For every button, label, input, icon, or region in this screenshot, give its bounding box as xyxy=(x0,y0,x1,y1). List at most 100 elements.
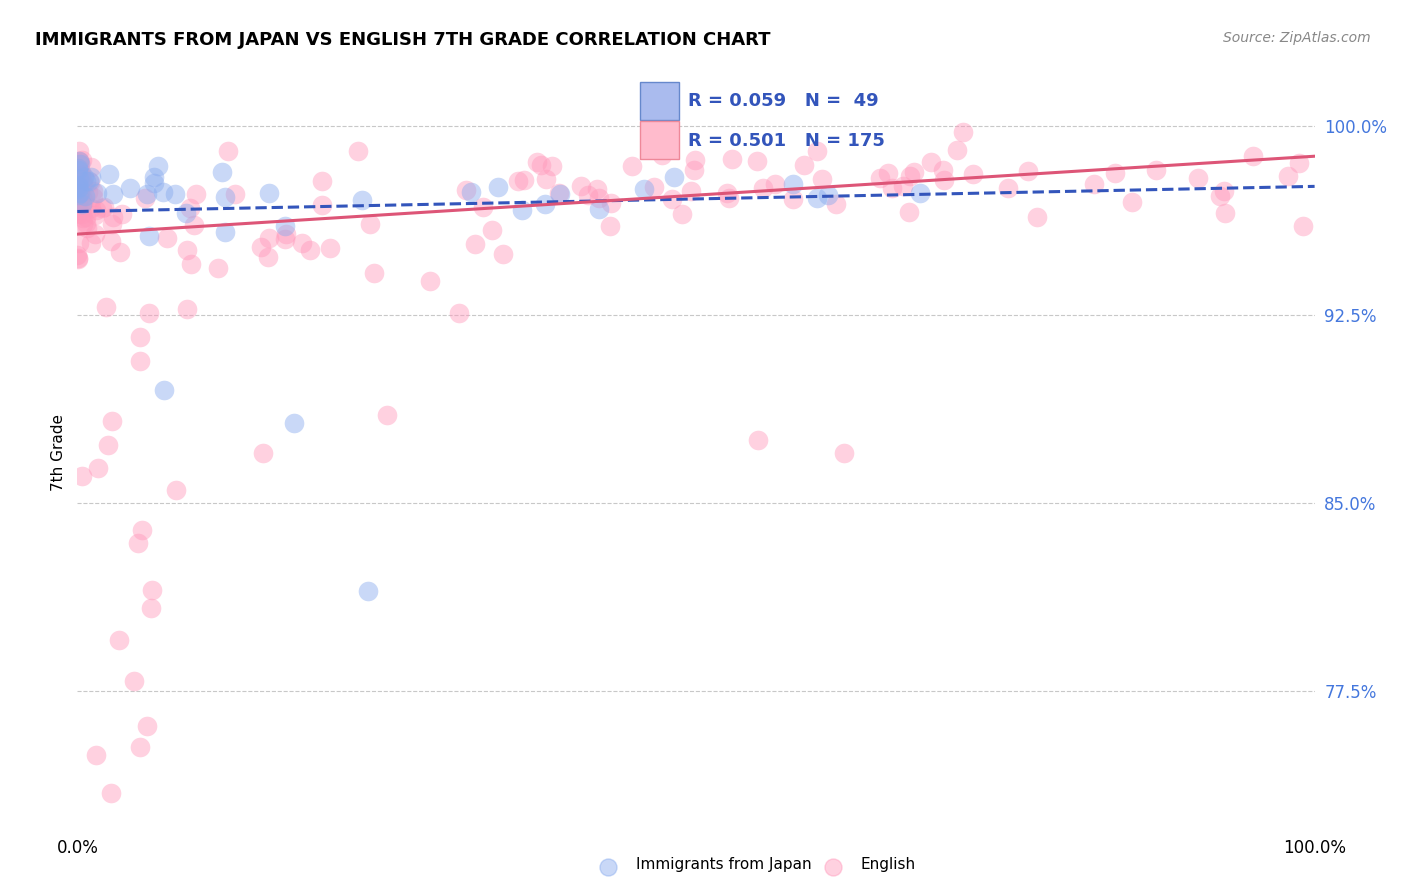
Point xyxy=(69,182,91,196)
Point xyxy=(84,203,107,218)
Point xyxy=(806,144,828,158)
Point xyxy=(662,170,685,185)
Point xyxy=(70,188,93,202)
Point xyxy=(763,178,786,192)
Point xyxy=(127,535,149,549)
Point xyxy=(506,174,529,188)
Point xyxy=(449,305,471,319)
Text: English: English xyxy=(860,857,915,871)
Point xyxy=(131,524,153,538)
Point xyxy=(679,184,702,198)
Point xyxy=(152,185,174,199)
Point xyxy=(67,235,90,250)
Point xyxy=(214,190,236,204)
Point xyxy=(66,207,89,221)
Point xyxy=(73,189,96,203)
Point xyxy=(620,159,643,173)
Point xyxy=(211,165,233,179)
Point xyxy=(128,354,150,368)
Point xyxy=(311,198,333,212)
Point xyxy=(782,192,804,206)
Point xyxy=(66,181,89,195)
Point xyxy=(541,159,564,173)
Point xyxy=(910,186,932,200)
Point xyxy=(70,168,93,182)
Point xyxy=(183,218,205,232)
Point xyxy=(69,180,91,194)
Point xyxy=(526,155,548,169)
Point xyxy=(82,190,104,204)
Point xyxy=(647,124,669,138)
Point xyxy=(66,202,89,217)
Point xyxy=(903,164,925,178)
Point xyxy=(128,329,150,343)
Point xyxy=(84,208,107,222)
Point xyxy=(67,179,90,194)
Point xyxy=(793,158,815,172)
Point xyxy=(806,190,828,204)
Point xyxy=(745,153,768,168)
Point xyxy=(67,144,90,158)
Point xyxy=(1277,169,1299,183)
Point xyxy=(77,174,100,188)
Point xyxy=(70,207,93,221)
Point xyxy=(747,433,769,447)
Point xyxy=(93,200,115,214)
Point xyxy=(66,185,89,199)
Point xyxy=(100,786,122,800)
Point xyxy=(1212,184,1234,198)
Point xyxy=(454,182,477,196)
Point xyxy=(66,247,89,261)
Point xyxy=(73,169,96,184)
Point xyxy=(534,197,557,211)
Point xyxy=(319,241,342,255)
Point xyxy=(69,157,91,171)
Point xyxy=(510,203,533,218)
Point xyxy=(84,748,107,763)
Point xyxy=(492,247,515,261)
Point xyxy=(77,186,100,200)
Point xyxy=(651,148,673,162)
Point xyxy=(717,191,740,205)
Point xyxy=(79,170,101,185)
Point xyxy=(101,211,124,225)
Point xyxy=(643,179,665,194)
Point xyxy=(120,181,142,195)
Point xyxy=(72,198,94,212)
Text: IMMIGRANTS FROM JAPAN VS ENGLISH 7TH GRADE CORRELATION CHART: IMMIGRANTS FROM JAPAN VS ENGLISH 7TH GRA… xyxy=(35,31,770,49)
Point xyxy=(347,144,370,158)
Point xyxy=(67,179,90,194)
Point xyxy=(257,186,280,200)
Point xyxy=(481,223,503,237)
Point xyxy=(179,201,201,215)
Point xyxy=(1187,171,1209,186)
Point xyxy=(716,186,738,201)
Point xyxy=(80,235,103,250)
Point xyxy=(1104,166,1126,180)
Point xyxy=(464,237,486,252)
Point xyxy=(111,206,134,220)
Point xyxy=(363,266,385,280)
Point xyxy=(72,194,94,209)
Point xyxy=(880,180,903,194)
Point xyxy=(534,172,557,186)
Point xyxy=(997,180,1019,194)
Point xyxy=(66,165,89,179)
Point xyxy=(136,187,159,202)
Point xyxy=(80,160,103,174)
Point xyxy=(671,207,693,221)
Point xyxy=(84,227,107,241)
Point xyxy=(67,171,90,186)
Point xyxy=(952,125,974,139)
Point xyxy=(134,191,156,205)
Point xyxy=(67,192,90,206)
Point xyxy=(419,274,441,288)
Point xyxy=(75,216,97,230)
Point xyxy=(633,182,655,196)
Point xyxy=(920,155,942,169)
Point xyxy=(101,414,124,428)
Point xyxy=(67,162,90,177)
Point xyxy=(67,197,90,211)
Point xyxy=(174,206,197,220)
Text: R = 0.059   N =  49: R = 0.059 N = 49 xyxy=(688,92,879,110)
